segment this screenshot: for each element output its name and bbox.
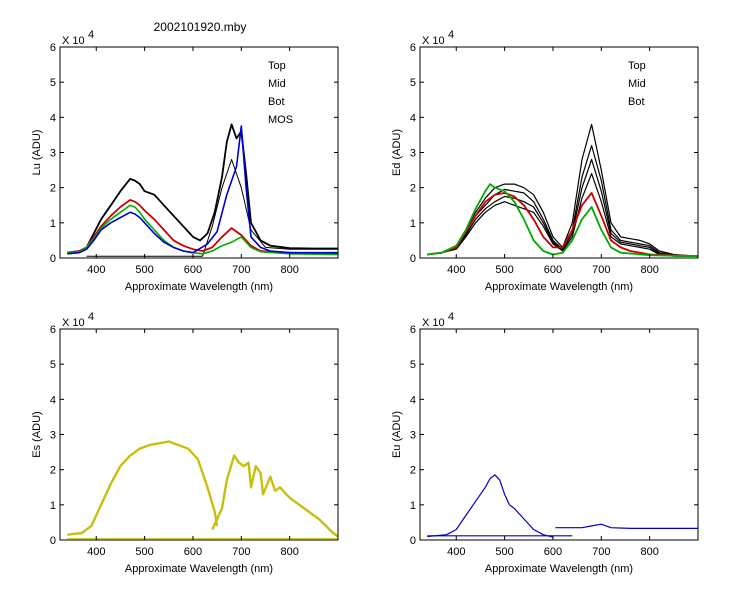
x-tick-label: 400	[447, 264, 465, 276]
legend-entry: MOS	[268, 114, 293, 126]
y-tick-label: 5	[410, 359, 416, 371]
y-tick-label: 0	[50, 253, 56, 265]
y-multiplier-label: X 10	[422, 317, 445, 329]
y-axis-label: Es (ADU)	[31, 411, 43, 457]
series-line-top	[67, 123, 338, 254]
series-line-mid	[67, 199, 339, 255]
y-multiplier-label: X 10	[422, 35, 445, 47]
x-tick-label: 500	[135, 264, 153, 276]
y-tick-label: 3	[50, 148, 56, 160]
y-tick-label: 2	[50, 465, 56, 477]
y-tick-label: 2	[410, 183, 416, 195]
x-tick-label: 600	[184, 546, 202, 558]
x-tick-label: 800	[640, 546, 658, 558]
series-line-bot	[427, 183, 699, 258]
x-tick-label: 800	[640, 264, 658, 276]
y-tick-label: 2	[410, 465, 416, 477]
chart-lu: 0 1 2 3 4 5 6 400 500 600 700 800 Approximate Wavele…	[31, 29, 339, 293]
y-multiplier-label: X 10	[62, 317, 85, 329]
y-axis-label: Eu (ADU)	[391, 411, 403, 458]
y-multiplier-label: X 10	[62, 35, 85, 47]
series-line-top-3	[427, 158, 699, 257]
y-tick-label: 6	[410, 324, 416, 336]
y-multiplier-exponent: 4	[448, 311, 454, 323]
y-tick-label: 0	[50, 535, 56, 547]
x-axis-label: Approximate Wavelength (nm)	[125, 563, 273, 575]
series-line-top-4	[427, 173, 698, 257]
y-tick-label: 3	[410, 430, 416, 442]
y-multiplier-exponent: 4	[88, 29, 94, 41]
y-tick-label: 1	[410, 218, 416, 230]
y-tick-label: 5	[410, 77, 416, 89]
y-tick-label: 4	[410, 394, 416, 406]
y-tick-label: 2	[50, 183, 56, 195]
legend-entry: Top	[268, 60, 286, 72]
series-line-mid	[427, 191, 699, 258]
series-line-top-2	[427, 144, 699, 257]
x-tick-label: 800	[280, 264, 298, 276]
y-tick-label: 3	[50, 430, 56, 442]
y-tick-label: 6	[410, 42, 416, 54]
x-tick-label: 400	[447, 546, 465, 558]
legend-entry: Bot	[268, 96, 285, 108]
y-tick-label: 5	[50, 359, 56, 371]
y-tick-label: 1	[410, 500, 416, 512]
y-tick-label: 0	[410, 253, 416, 265]
series-line-es-red	[211, 454, 339, 538]
x-tick-label: 700	[592, 546, 610, 558]
series-line-es	[67, 440, 219, 536]
x-tick-label: 500	[135, 546, 153, 558]
x-tick-label: 400	[87, 546, 105, 558]
series-line-mos	[67, 125, 338, 255]
series-line-top-1	[427, 123, 699, 257]
x-tick-label: 500	[495, 264, 513, 276]
plot-frame	[59, 328, 339, 541]
plot-frame	[419, 328, 699, 541]
series-line-top-low	[202, 159, 338, 257]
x-tick-label: 500	[495, 546, 513, 558]
x-axis-label: Approximate Wavelength (nm)	[485, 563, 633, 575]
x-axis-label: Approximate Wavelength (nm)	[485, 281, 633, 293]
y-tick-label: 5	[50, 77, 56, 89]
legend-entry: Bot	[628, 96, 645, 108]
x-tick-label: 600	[544, 546, 562, 558]
y-tick-label: 4	[410, 112, 416, 124]
x-tick-label: 400	[87, 264, 105, 276]
chart-eu: 0 1 2 3 4 5 6 400 500 600 700 800 Approximate Wavele…	[391, 311, 699, 575]
y-multiplier-exponent: 4	[448, 29, 454, 41]
y-tick-label: 1	[50, 218, 56, 230]
chart-es: 0 1 2 3 4 5 6 400 500 600 700 800 Approximate Wavele…	[31, 311, 339, 575]
y-tick-label: 3	[410, 148, 416, 160]
figure-title: 2002101920.mby	[153, 20, 247, 34]
plot-frame	[419, 46, 699, 259]
legend-entry: Mid	[268, 78, 286, 90]
legend-entry: Top	[628, 60, 646, 72]
chart-ed: 0 1 2 3 4 5 6 400 500 600 700 800 Approximate Wavele…	[391, 29, 699, 293]
series-line-eu	[427, 474, 554, 538]
y-tick-label: 6	[50, 42, 56, 54]
y-tick-label: 1	[50, 500, 56, 512]
series-line-bot	[67, 204, 339, 256]
y-tick-label: 4	[50, 394, 56, 406]
y-axis-label: Ed (ADU)	[391, 129, 403, 176]
legend-entry: Mid	[628, 78, 646, 90]
y-tick-label: 0	[410, 535, 416, 547]
y-tick-label: 6	[50, 324, 56, 336]
x-tick-label: 700	[232, 546, 250, 558]
x-tick-label: 600	[184, 264, 202, 276]
x-tick-label: 800	[280, 546, 298, 558]
series-line-eu-red	[555, 523, 698, 530]
y-axis-label: Lu (ADU)	[31, 130, 43, 176]
y-multiplier-exponent: 4	[88, 311, 94, 323]
x-tick-label: 600	[544, 264, 562, 276]
x-axis-label: Approximate Wavelength (nm)	[125, 281, 273, 293]
x-tick-label: 700	[592, 264, 610, 276]
x-tick-label: 700	[232, 264, 250, 276]
y-tick-label: 4	[50, 112, 56, 124]
